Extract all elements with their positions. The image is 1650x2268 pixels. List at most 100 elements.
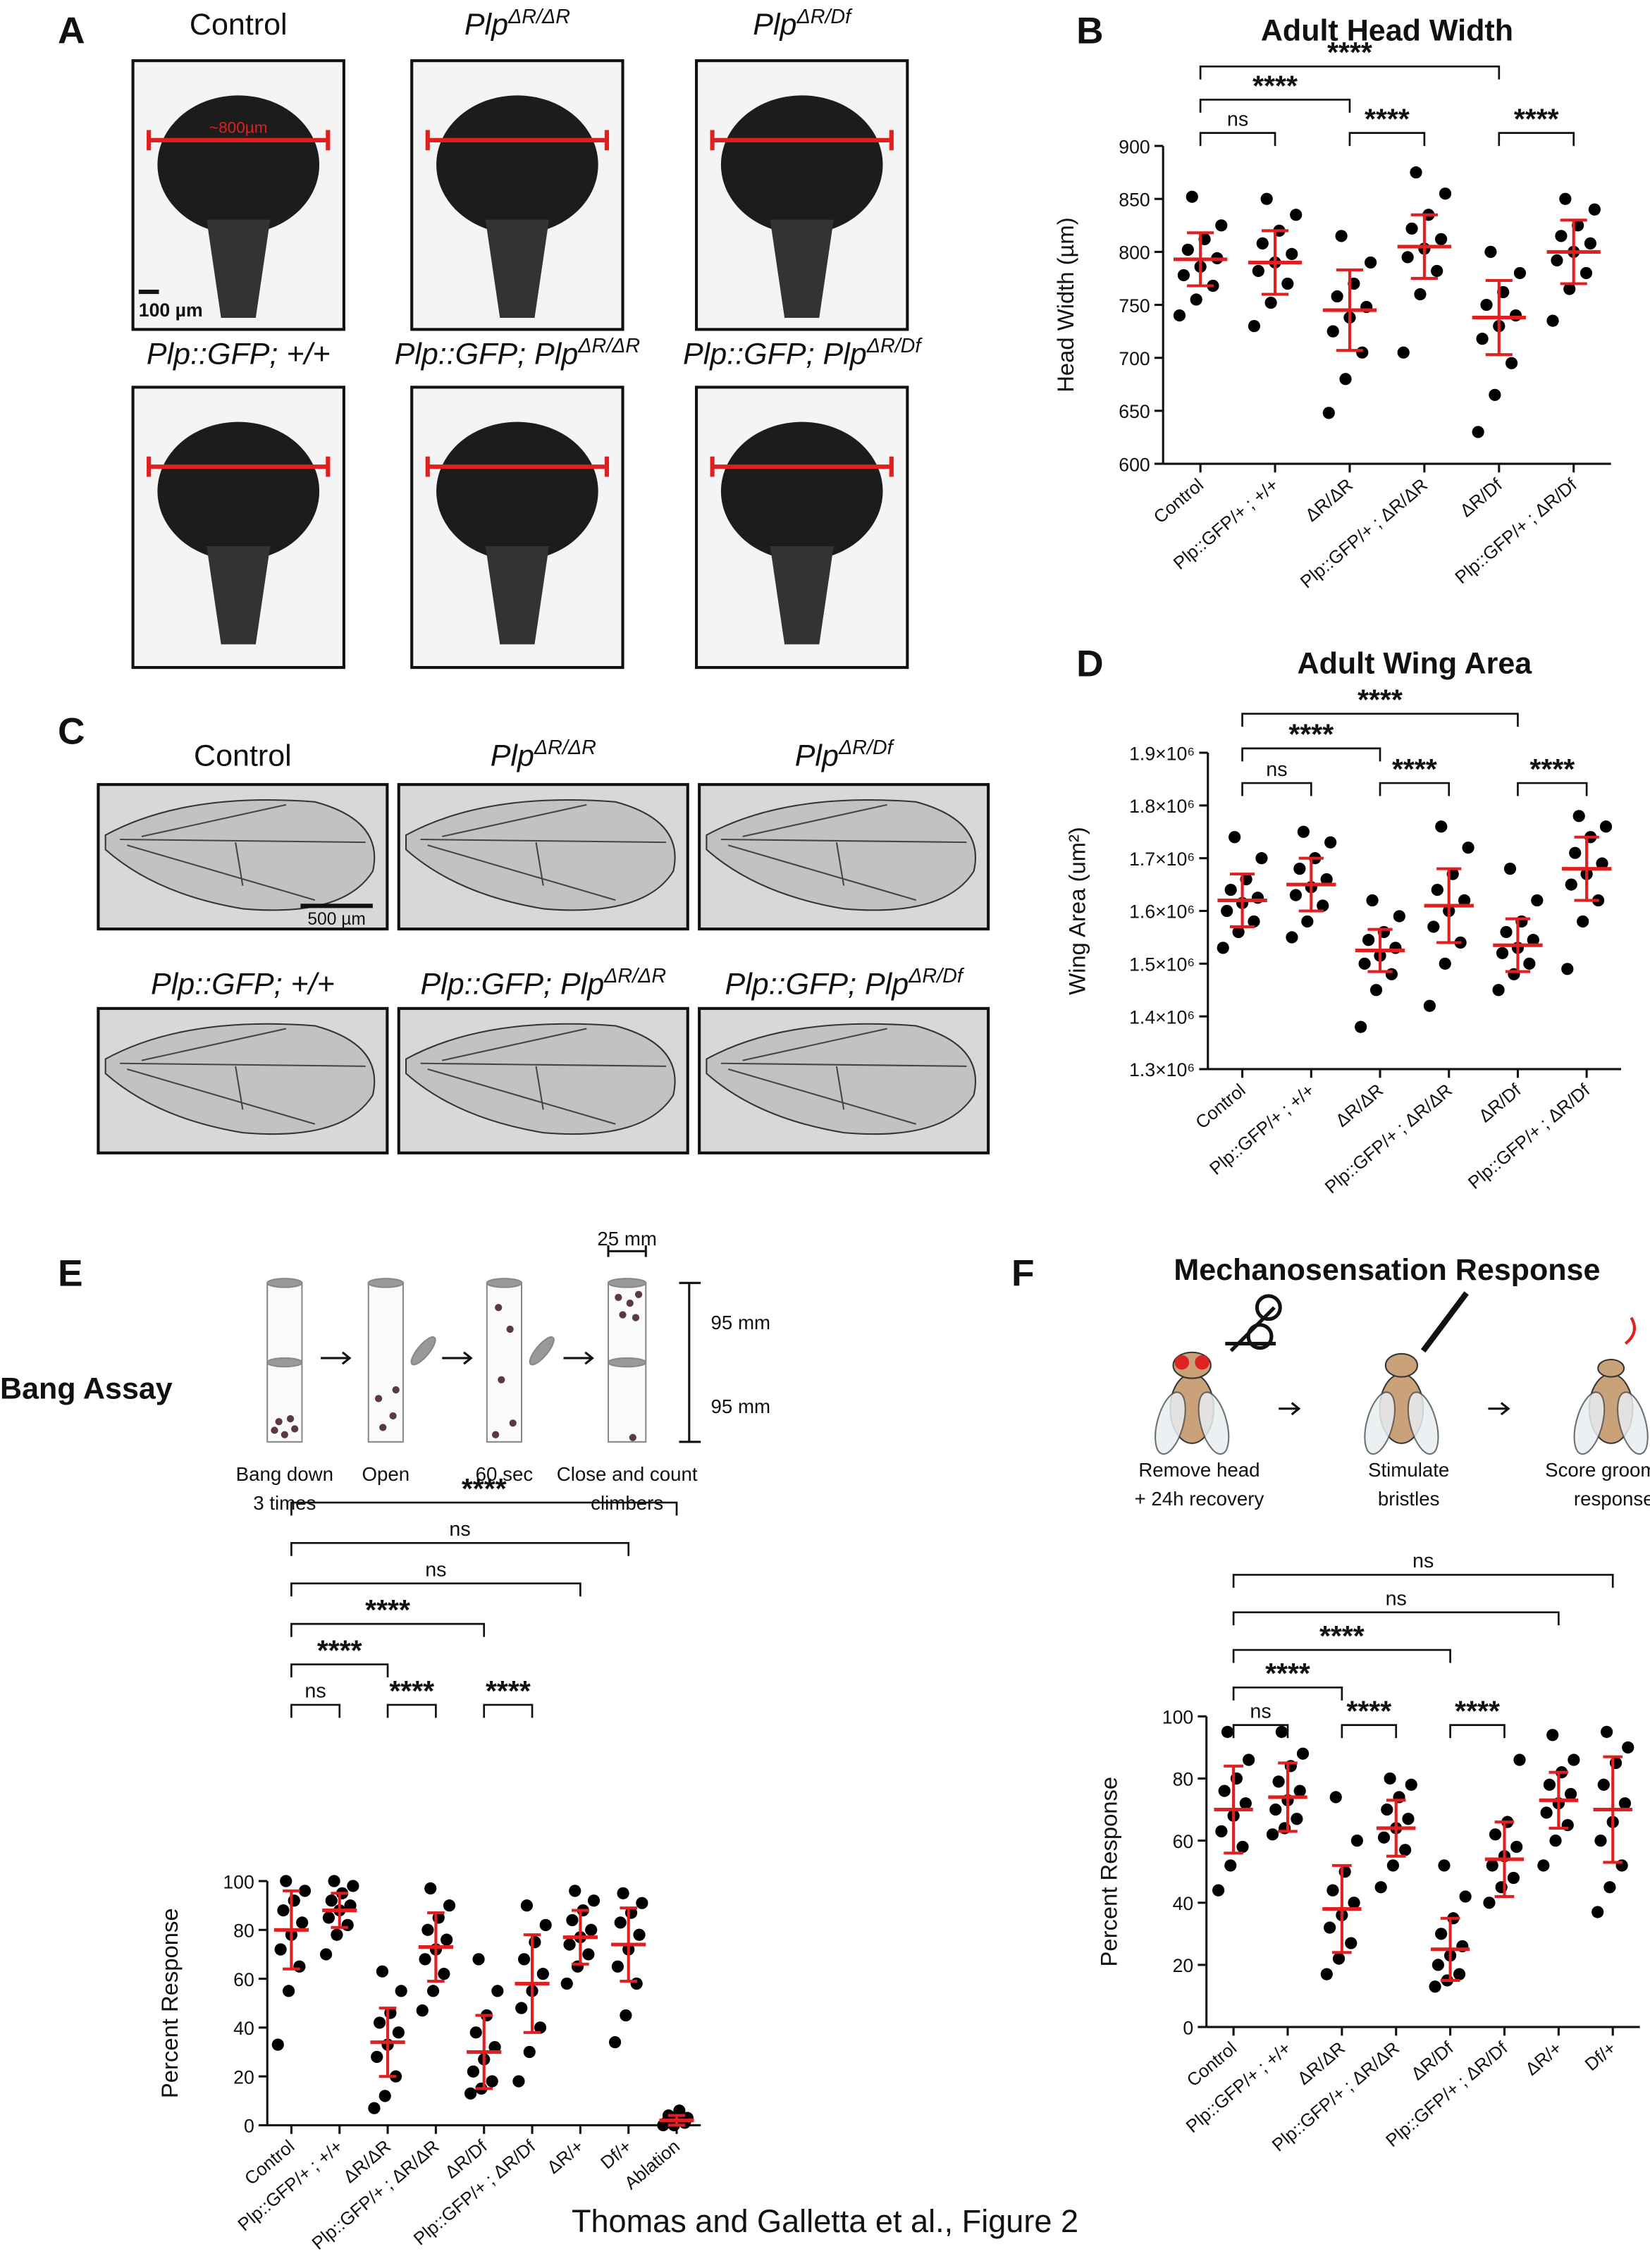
data-point [288,1894,300,1907]
data-point [1537,1859,1550,1872]
data-point [563,1938,576,1951]
data-point [1405,1778,1417,1791]
caption: Plp::GFP; PlpΔR/Df [725,965,965,1001]
step-caption: bristles [1378,1488,1440,1510]
data-point [1577,915,1589,928]
panel-label: E [58,1252,83,1294]
data-point [1345,1937,1357,1949]
data-point [1510,1840,1523,1854]
data-point [587,1894,601,1907]
data-point [560,1977,573,1990]
data-point [438,1968,450,1980]
data-point [1597,1778,1610,1791]
data-point [1410,166,1422,179]
caption-superscript: ΔR/Df [838,737,895,759]
y-axis-label: Percent Response [156,1908,183,2098]
data-point [1603,1881,1616,1894]
data-point [486,2075,498,2088]
data-point [534,2021,547,2034]
y-tick-label: 20 [1173,1955,1194,1976]
data-point [331,1928,343,1941]
data-point [1215,1825,1228,1837]
data-point [1236,1840,1249,1854]
wing-image [405,1023,676,1135]
caption-text: Plp::GFP; Plp [683,338,867,371]
data-point [1405,222,1418,235]
y-tick-label: 600 [1119,454,1150,475]
data-point [1513,1754,1526,1766]
data-point [1339,373,1352,386]
data-point [1458,894,1471,907]
step-caption: Open [362,1463,410,1485]
significance-bracket [1232,1611,1560,1626]
data-point [1543,1778,1556,1791]
step-caption: response [1574,1488,1650,1510]
proboscis-image [207,219,271,319]
data-point [1350,1835,1363,1847]
y-tick-label: 60 [233,1969,254,1990]
panel-label: B [1076,11,1103,52]
data-point [1297,825,1310,838]
data-point [325,1894,338,1907]
data-point [1429,1980,1441,1993]
caption: Plp::GFP; PlpΔR/ΔR [420,965,666,1001]
caption-text: Control [190,8,288,42]
data-point [282,1985,295,1997]
caption-text: Plp::GFP; Plp [725,967,909,1001]
data-point [1580,266,1593,280]
data-point [1243,1754,1255,1766]
y-tick-label: 750 [1119,295,1150,316]
data-point [1324,1921,1336,1934]
data-point [517,1953,531,1966]
data-point [1264,296,1277,309]
significance-label: ns [425,1558,446,1581]
data-point [271,2038,284,2051]
head-image [157,421,320,561]
data-point [1399,1844,1412,1856]
proboscis-image [770,546,834,645]
data-point [1431,264,1443,278]
data-point [1335,230,1348,242]
data-point [1563,283,1576,295]
data-point [1540,1806,1553,1819]
data-point [1269,1803,1282,1816]
caption: Plp::GFP; +/+ [147,338,331,371]
dimension-label: 25 mm [597,1228,657,1250]
data-point [319,1948,333,1961]
step-caption: Close and count [557,1463,698,1485]
wing-veins [420,1028,667,1125]
significance-bracket [1449,1724,1506,1739]
y-tick-label: 0 [1183,2017,1193,2038]
data-point [1369,984,1383,997]
y-tick-label: 1.6×10⁶ [1129,901,1195,923]
data-point [1427,920,1440,933]
y-tick-label: 40 [1173,1893,1194,1914]
data-point [1484,245,1497,259]
data-point [341,1918,354,1931]
significance-label: ns [304,1680,326,1703]
y-tick-label: 1.3×10⁶ [1129,1059,1195,1080]
data-point [298,1885,312,1897]
wing-image [405,799,676,911]
data-point [1331,290,1343,303]
data-point [1401,251,1414,264]
data-point [1365,256,1377,269]
step-caption: Score grooming [1545,1459,1650,1481]
measure-label: ~800µm [209,119,268,137]
data-point [1317,899,1329,912]
significance-bracket [1241,747,1381,762]
data-point [1523,957,1536,970]
data-point [1559,192,1572,205]
data-point [1618,1797,1632,1810]
data-point [566,1913,579,1927]
significance-bracket [483,1703,534,1718]
data-point [395,1985,407,1997]
head-image [157,95,320,235]
y-tick-label: 700 [1119,348,1150,369]
data-point [1472,426,1484,438]
data-point [1513,266,1527,280]
significance-bracket [290,1501,678,1516]
y-tick-label: 1.5×10⁶ [1129,954,1195,975]
data-point [296,1916,309,1929]
data-point [1459,1890,1472,1903]
